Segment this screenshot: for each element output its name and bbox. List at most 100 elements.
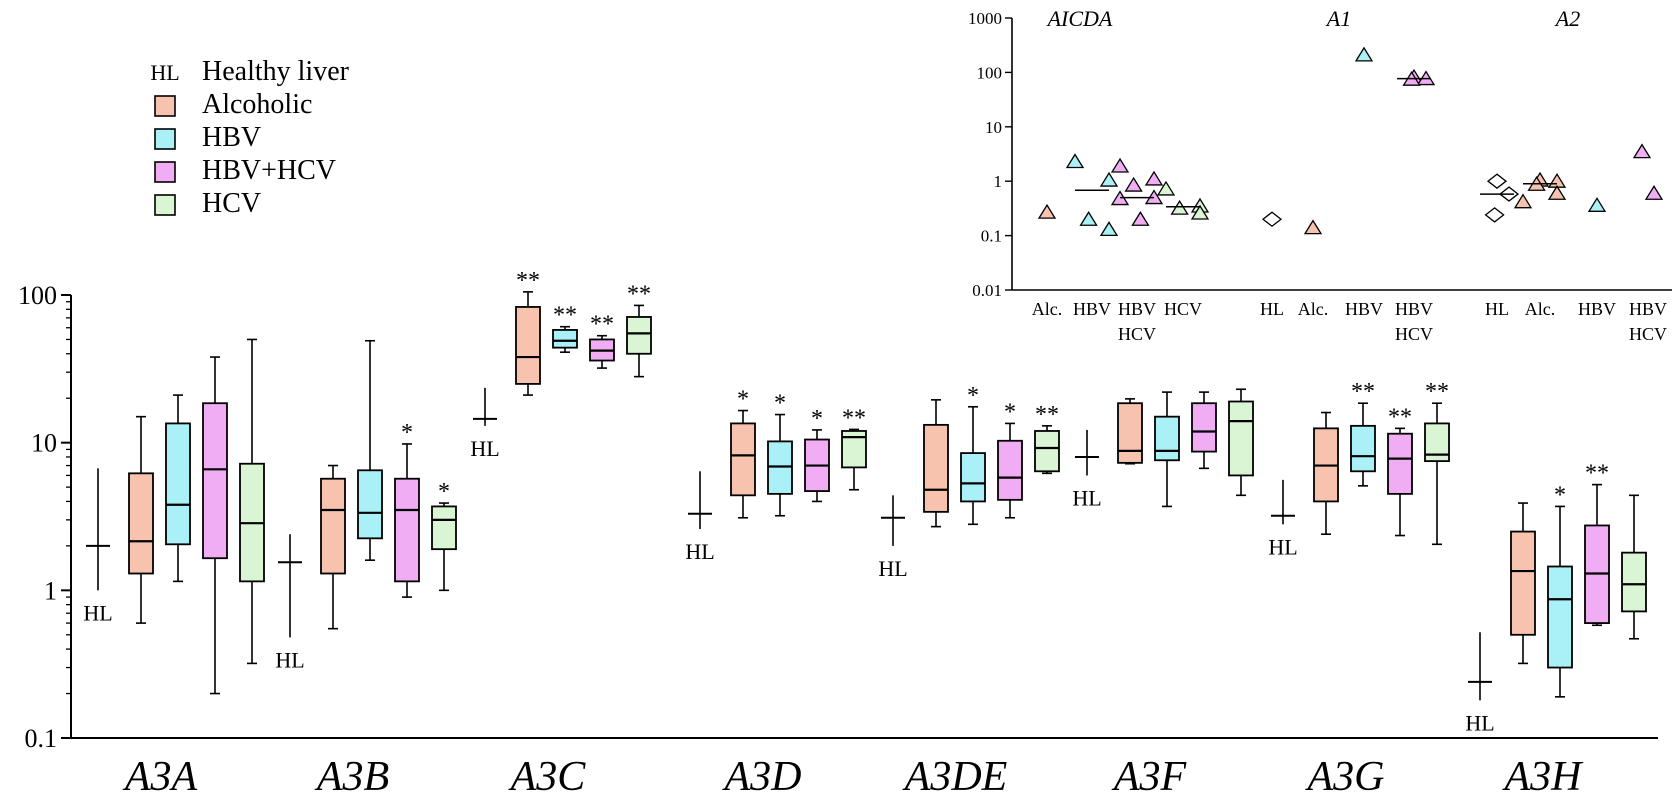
- hl-label-a3d: HL: [685, 539, 714, 564]
- inset-y-tick-label: 100: [977, 63, 1003, 82]
- inset-point-a2-alcoholic: [1513, 193, 1533, 209]
- inset-point-aicda-hcv: [1190, 204, 1210, 220]
- inset-y-tick-label: 1000: [968, 9, 1002, 28]
- legend-label-hl: Healthy liver: [202, 56, 350, 87]
- significance-a3de-hcv: **: [1035, 402, 1059, 428]
- hl-label-a3a: HL: [83, 600, 112, 625]
- legend-swatch-hbv: [154, 128, 176, 150]
- inset-point-a2-hl: [1484, 207, 1505, 223]
- inset-point-a1-hl: [1261, 211, 1283, 228]
- box-a3f-hbvhcv: [1191, 402, 1217, 453]
- inset-y-tick-label: 10: [985, 118, 1002, 137]
- significance-a3h-hbvhcv: **: [1585, 461, 1609, 487]
- box-a3g-hbvhcv: [1387, 432, 1413, 495]
- group-label-a3de: A3DE: [902, 754, 1008, 800]
- inset-point-a2-hbvhcv: [1644, 185, 1664, 200]
- inset-point-aicda-hbv: [1065, 153, 1085, 169]
- inset-point-aicda-hbvhcv: [1131, 210, 1150, 226]
- inset-x-label-a2-hbvhcv: HCV: [1629, 324, 1667, 344]
- legend-marker-hl: HL: [150, 60, 179, 85]
- significance-a3g-hcv: **: [1425, 379, 1449, 405]
- hl-label-a3g: HL: [1268, 534, 1297, 559]
- hl-label-a3f: HL: [1072, 485, 1101, 510]
- inset-x-label-a2-alcoholic: Alc.: [1525, 299, 1556, 319]
- significance-a3c-hbvhcv: **: [590, 312, 614, 338]
- group-label-a3c: A3C: [508, 754, 587, 800]
- legend-swatch-hcv: [154, 194, 176, 216]
- group-label-a3h: A3H: [1502, 754, 1585, 800]
- box-a3b-hbv: [357, 469, 383, 540]
- box-a3h-alcoholic: [1510, 530, 1536, 636]
- significance-a3de-hbvhcv: *: [1004, 399, 1016, 425]
- legend-swatch-alcoholic: [154, 95, 176, 117]
- inset-point-aicda-hbv: [1099, 221, 1119, 237]
- inset-point-a2-hbvhcv: [1632, 143, 1652, 159]
- inset-x-label-a1-alcoholic: Alc.: [1298, 299, 1329, 319]
- inset-panel-title-aicda: AICDA: [1046, 6, 1113, 31]
- significance-a3d-hcv: **: [842, 405, 866, 431]
- significance-a3d-alcoholic: *: [737, 387, 749, 413]
- inset-point-aicda-hbv: [1079, 210, 1098, 226]
- box-a3de-hbvhcv: [997, 439, 1023, 501]
- box-a3f-alcoholic: [1117, 402, 1143, 464]
- box-a3de-hbv: [960, 452, 986, 503]
- inset-point-a1-alcoholic: [1303, 219, 1323, 235]
- inset-point-aicda-hcv: [1156, 180, 1176, 196]
- inset-panel-title-a1: A1: [1325, 6, 1351, 31]
- inset-y-tick-label: 0.1: [981, 227, 1002, 246]
- group-label-a3b: A3B: [314, 754, 389, 800]
- inset-y-tick-label: 0.01: [972, 281, 1002, 300]
- significance-a3g-hbvhcv: **: [1388, 404, 1412, 430]
- box-a3b-hcv: [431, 505, 457, 551]
- inset-x-label-aicda-hbvhcv: HCV: [1118, 324, 1156, 344]
- significance-a3b-hbvhcv: *: [401, 420, 413, 446]
- inset-point-aicda-hbvhcv: [1144, 170, 1164, 186]
- inset-x-label-a2-hbv: HBV: [1578, 299, 1616, 319]
- group-label-a3g: A3G: [1305, 754, 1385, 800]
- significance-a3c-hcv: **: [627, 281, 651, 307]
- hl-label-a3b: HL: [275, 647, 304, 672]
- inset-x-label-aicda-hbvhcv: HBV: [1118, 299, 1156, 319]
- inset-y-tick-label: 1: [994, 172, 1003, 191]
- legend-label-alcoholic: Alcoholic: [202, 89, 312, 120]
- box-a3c-hbv: [552, 329, 578, 349]
- significance-a3c-alcoholic: **: [516, 268, 540, 294]
- legend-label-hcv: HCV: [202, 188, 261, 219]
- inset-point-aicda-hbvhcv: [1110, 157, 1130, 173]
- hl-label-a3c: HL: [470, 436, 499, 461]
- inset-x-label-a1-hl: HL: [1260, 299, 1284, 319]
- inset-x-label-a2-hbvhcv: HBV: [1629, 299, 1667, 319]
- inset-point-aicda-hbvhcv: [1124, 176, 1143, 192]
- box-a3a-hbvhcv: [202, 402, 228, 560]
- hl-label-a3h: HL: [1465, 710, 1494, 735]
- box-a3h-hbv: [1547, 565, 1573, 669]
- significance-a3d-hbv: *: [774, 391, 786, 417]
- inset-x-label-aicda-alcoholic: Alc.: [1032, 299, 1063, 319]
- box-a3g-hbv: [1350, 424, 1376, 473]
- inset-point-a2-alcoholic: [1547, 185, 1567, 200]
- legend-label-hbv: HBV: [202, 122, 261, 153]
- y-tick-label: 100: [18, 281, 57, 310]
- box-a3f-hbv: [1154, 415, 1180, 462]
- significance-a3d-hbvhcv: *: [811, 406, 823, 432]
- box-a3d-alcoholic: [730, 422, 756, 497]
- inset-point-a2-hbv: [1587, 197, 1607, 212]
- group-label-a3f: A3F: [1111, 754, 1187, 800]
- y-tick-label: 0.1: [25, 724, 58, 753]
- inset-x-label-a2-hl: HL: [1485, 299, 1509, 319]
- significance-a3h-hbv: *: [1554, 482, 1566, 508]
- hl-label-a3de: HL: [878, 556, 907, 581]
- inset-x-label-a1-hbvhcv: HCV: [1395, 324, 1433, 344]
- box-a3de-alcoholic: [923, 423, 949, 513]
- inset-point-aicda-hbv: [1099, 171, 1119, 187]
- legend-swatch-hbvhcv: [154, 161, 176, 183]
- significance-a3g-hbv: **: [1351, 379, 1375, 405]
- inset-point-a2-hl: [1486, 173, 1508, 190]
- inset-x-label-a1-hbv: HBV: [1345, 299, 1383, 319]
- box-a3b-hbvhcv: [394, 477, 420, 583]
- y-tick-label: 10: [31, 429, 57, 458]
- box-a3c-hcv: [626, 316, 652, 355]
- box-a3c-alcoholic: [515, 306, 541, 385]
